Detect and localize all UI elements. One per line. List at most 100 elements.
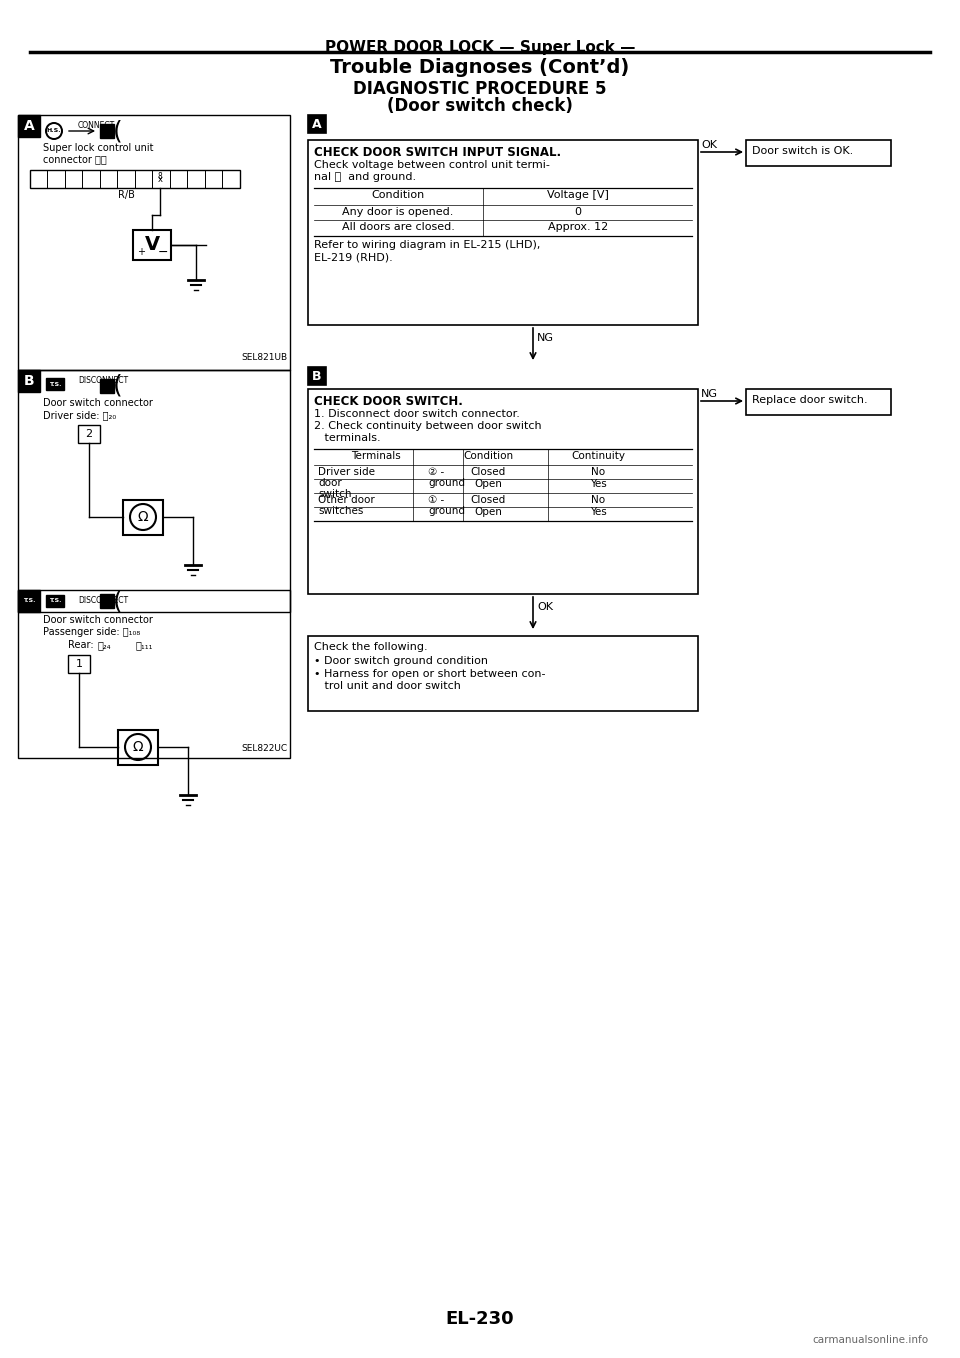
Text: R/B: R/B [118,190,134,200]
Text: B: B [312,369,322,383]
Bar [18,589,290,612]
Text: trol unit and door switch: trol unit and door switch [314,680,461,691]
Text: Other door: Other door [318,496,374,505]
Text: Condition: Condition [463,451,513,460]
Bar [18,115,290,369]
Text: Driver side: ⓒ₂₀: Driver side: ⓒ₂₀ [43,410,116,420]
Text: H.S.: H.S. [47,129,61,133]
Text: Closed: Closed [470,496,506,505]
Text: V: V [144,235,159,254]
Text: Refer to wiring diagram in EL-215 (LHD),: Refer to wiring diagram in EL-215 (LHD), [314,240,540,250]
Text: Yes: Yes [589,507,607,517]
Text: Open: Open [474,479,502,489]
Text: T.S.: T.S. [23,599,36,603]
Text: ⓒ₁₁₁: ⓒ₁₁₁ [136,640,154,650]
Text: OK: OK [537,602,553,612]
Text: nal ⓗ  and ground.: nal ⓗ and ground. [314,172,416,182]
Text: B: B [24,373,35,388]
Bar [68,655,90,674]
Text: connector Ⓜ⁦: connector Ⓜ⁦ [43,155,107,166]
Text: carmanualsonline.info: carmanualsonline.info [812,1335,928,1344]
Text: Continuity: Continuity [571,451,625,460]
Bar [30,170,240,187]
Text: • Harness for open or short between con-: • Harness for open or short between con- [314,669,545,679]
Text: (: ( [113,589,123,612]
Text: ground: ground [428,478,465,488]
Text: SEL821UB: SEL821UB [241,353,287,363]
Bar [746,140,891,166]
Text: Ω: Ω [132,740,143,754]
Text: DISCONNECT: DISCONNECT [78,596,128,606]
Bar [133,230,171,259]
Text: All doors are closed.: All doors are closed. [342,221,454,232]
Text: POWER DOOR LOCK — Super Lock —: POWER DOOR LOCK — Super Lock — [324,39,636,56]
Bar [308,140,698,325]
Text: No: No [591,496,605,505]
Text: Super lock control unit: Super lock control unit [43,143,154,153]
Bar [46,378,64,390]
Text: ⓒ₂₄: ⓒ₂₄ [98,640,111,650]
Text: 1: 1 [76,659,83,669]
Text: (: ( [113,120,123,143]
Text: ② -: ② - [428,467,444,477]
Text: Open: Open [474,507,502,517]
Text: Voltage [V]: Voltage [V] [547,190,609,200]
Text: (Door switch check): (Door switch check) [387,96,573,115]
Text: ① -: ① - [428,496,444,505]
Text: Replace door switch.: Replace door switch. [752,395,868,405]
Text: T.S.: T.S. [49,382,61,387]
Text: 1. Disconnect door switch connector.: 1. Disconnect door switch connector. [314,409,520,420]
Bar [18,369,40,392]
Bar [18,589,40,612]
Text: Check the following.: Check the following. [314,642,427,652]
Text: NG: NG [537,333,554,344]
Text: Rear:: Rear: [68,640,94,650]
Text: Door switch is OK.: Door switch is OK. [752,147,853,156]
Bar [46,595,64,607]
Text: A: A [24,120,35,133]
Bar [308,636,698,712]
Text: 0: 0 [574,206,582,217]
Text: DISCONNECT: DISCONNECT [78,376,128,386]
Text: Trouble Diagnoses (Cont’d): Trouble Diagnoses (Cont’d) [330,58,630,77]
Text: −: − [157,246,168,258]
Text: Door switch connector: Door switch connector [43,615,153,625]
Text: +: + [137,247,145,257]
Text: Door switch connector: Door switch connector [43,398,153,407]
Text: OK: OK [701,140,717,149]
Text: DIAGNOSTIC PROCEDURE 5: DIAGNOSTIC PROCEDURE 5 [353,80,607,98]
Text: switches: switches [318,507,364,516]
Text: ground: ground [428,507,465,516]
Text: Driver side: Driver side [318,467,375,477]
Bar [78,425,100,443]
Text: EL-219 (RHD).: EL-219 (RHD). [314,253,393,262]
Bar [18,115,40,137]
Circle shape [45,122,63,140]
Bar [308,388,698,593]
Text: Condition: Condition [372,190,424,200]
Text: SEL822UC: SEL822UC [241,744,287,752]
Text: Any door is opened.: Any door is opened. [343,206,454,217]
Bar [746,388,891,416]
Text: T.S.: T.S. [49,599,61,603]
Bar [18,369,290,758]
Bar [123,500,163,535]
Text: No: No [591,467,605,477]
Bar [308,367,326,386]
Text: Approx. 12: Approx. 12 [548,221,608,232]
Bar [100,593,114,608]
Text: 2. Check continuity between door switch: 2. Check continuity between door switch [314,421,541,430]
Text: switch: switch [318,489,351,498]
Bar [100,124,114,139]
Text: 2: 2 [85,429,92,439]
Text: NG: NG [701,388,718,399]
Text: CHECK DOOR SWITCH INPUT SIGNAL.: CHECK DOOR SWITCH INPUT SIGNAL. [314,147,562,159]
Text: door: door [318,478,342,488]
Text: Yes: Yes [589,479,607,489]
Text: CONNECT: CONNECT [78,121,115,130]
Text: 8: 8 [157,172,162,181]
Text: EL-230: EL-230 [445,1310,515,1328]
Bar [100,379,114,392]
Text: (: ( [113,373,123,398]
Text: A: A [312,118,322,130]
